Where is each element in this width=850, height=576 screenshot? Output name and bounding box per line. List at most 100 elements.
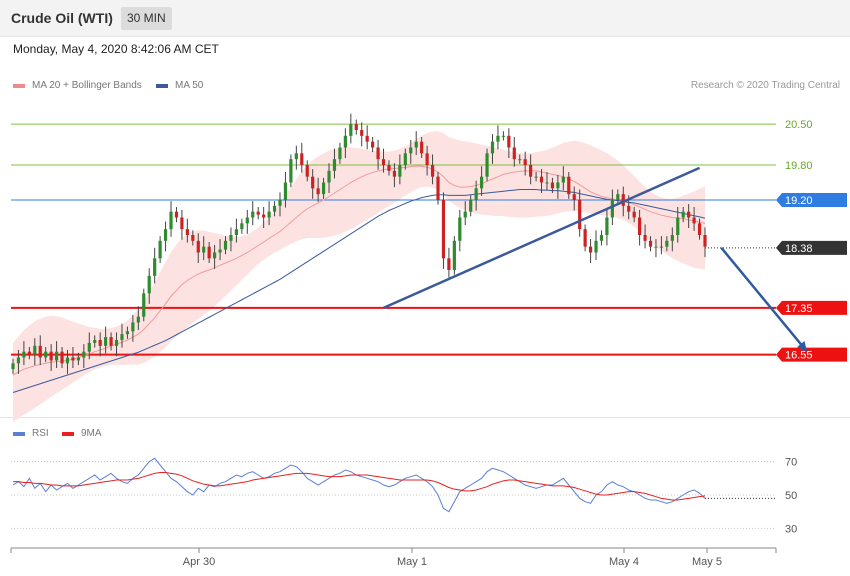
candle-body [136,316,140,323]
candle-body [114,340,119,346]
candle [665,236,669,252]
candle-body [283,182,288,200]
candle [632,207,636,223]
candle-body [436,176,440,200]
legend-ma20-label: MA 20 + Bollinger Bands [32,80,142,91]
candle [153,247,157,284]
datetime-stamp: Monday, May 4, 2020 8:42:06 AM CET [13,42,219,56]
candle-body [578,200,582,230]
candle [392,163,397,188]
candle [387,160,391,176]
candle-body [272,205,277,212]
candle [458,209,462,252]
candle [262,207,266,228]
candle-body [420,141,424,154]
candle [305,160,309,182]
candle [643,224,647,249]
candle-body [550,182,555,189]
candle-body [305,165,309,177]
candle [474,180,478,211]
candle [360,122,364,147]
candle [332,148,337,179]
candle [109,332,113,351]
candle-body [338,147,342,160]
candle-body [659,246,664,248]
candle [588,239,593,263]
candle-body [104,337,108,346]
candle [142,288,146,322]
candle-body [158,240,162,259]
level-tag [776,240,847,255]
candle [697,218,702,240]
ma20-line [12,165,706,376]
level-tag [776,193,847,207]
candle-body [463,211,467,218]
rsi-tick-label: 30 [785,523,797,535]
legend-9ma: 9MA [62,428,102,439]
candle-body [289,159,293,183]
candle-body [354,124,358,130]
candle [594,230,598,261]
candle [349,113,353,144]
candle [354,119,358,135]
candle [605,209,609,246]
rsi-tick-label: 70 [785,457,797,469]
candle-body [316,188,320,195]
candle [452,236,456,275]
interval-button[interactable]: 30 MIN [121,7,172,30]
candle [22,341,26,366]
rsi-swatch [13,431,25,436]
credit-text: Research © 2020 Trading Central [690,80,840,91]
candle [545,172,549,191]
candle-body [588,246,593,253]
candle [213,244,217,269]
candle-body [365,135,369,142]
candle-body [256,211,260,215]
candle [420,137,424,158]
candle [703,227,707,258]
candle-body [267,211,271,218]
level-tag [776,300,847,315]
candle-body [65,357,70,364]
candle-body [648,240,653,247]
candle-body [616,194,620,200]
candle [33,338,37,366]
candle [180,209,184,240]
candle [398,154,402,185]
candle-body [501,135,505,137]
candle [371,137,375,153]
x-tick-label: May 5 [692,556,722,568]
candle-body [627,205,631,212]
candle-body [251,211,255,218]
candle-body [278,200,282,206]
candle [507,128,511,158]
level-label: 19.20 [785,195,813,207]
candle-body [430,165,435,177]
candle-body [240,223,244,230]
candle [202,236,206,261]
candle [294,145,298,170]
candle-body [71,357,75,361]
candle-body [131,322,135,332]
candle [578,189,582,237]
candle [169,201,173,237]
candle-body [234,229,239,235]
candle-body [529,165,533,177]
candle-body [441,200,446,259]
candle-body [638,217,642,235]
candle-body [567,176,571,195]
candle [125,326,130,339]
candle [572,186,576,211]
candle [343,128,347,158]
candle [414,131,418,156]
candle [409,139,413,164]
x-tick-label: May 1 [397,556,427,568]
candle [245,209,249,234]
x-tick-label: Apr 30 [183,556,215,568]
level-tag [776,347,847,362]
candle-body [147,275,151,294]
candle-body [142,293,146,317]
candle-body [469,200,473,212]
candle [65,349,70,374]
